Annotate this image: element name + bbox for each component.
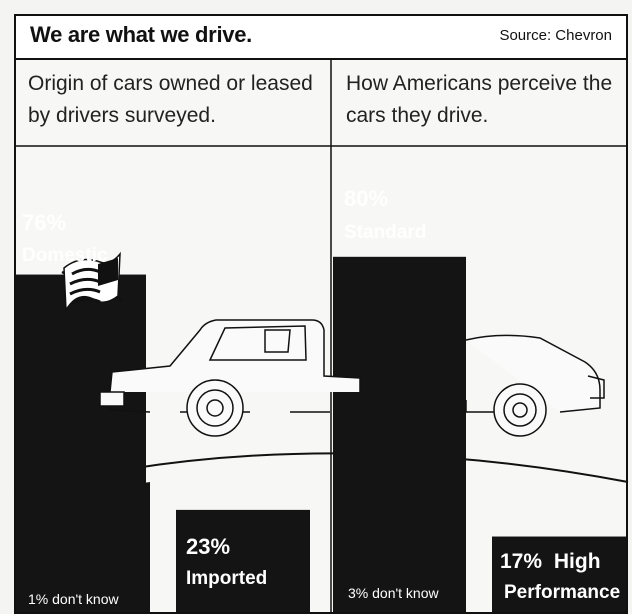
left-dont-know-region [16,482,150,612]
bar-high-performance [492,536,626,612]
left-dont-know-note: 1% don't know [28,591,120,607]
bars-group [16,256,626,612]
right-dont-know-note: 3% don't know [348,585,440,601]
chart-title: We are what we drive. [30,22,252,47]
american-flag-icon [61,251,123,313]
domestic-category-label: Domestic [22,245,108,266]
pickup-truck-icon [99,319,361,437]
high-performance-pct: 17% [500,550,542,573]
standard-value-label: 80% [344,186,388,211]
bar-imported [176,509,310,612]
imported-category-label: Imported [186,568,267,589]
imported-value-label: 23% [186,534,230,559]
high-performance-value-label: 17% High [500,550,601,573]
high-performance-word-2: Performance [504,582,620,603]
bar-standard [333,256,466,612]
sedan-car-icon [465,334,605,437]
standard-category-label: Standard [344,222,426,243]
source-credit: Source: Chevron [499,27,612,44]
right-panel-subtitle: How Americans perceive the cars they dri… [346,72,613,127]
domestic-value-label: 76% [22,210,66,235]
left-panel-subtitle: Origin of cars owned or leased by driver… [28,72,313,127]
high-performance-word-1: High [554,550,601,573]
header-bar: We are what we drive. Source: Chevron [16,16,626,60]
